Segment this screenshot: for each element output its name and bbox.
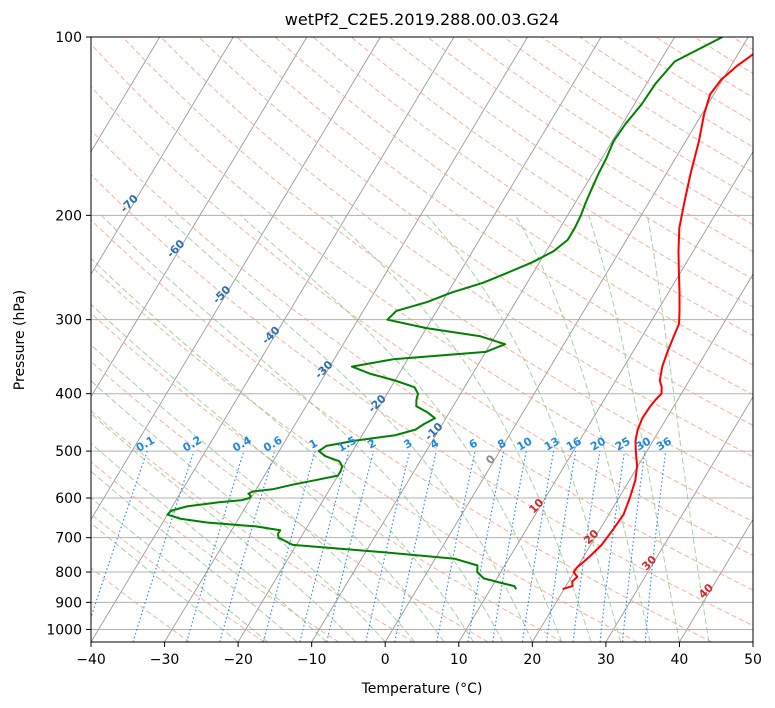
plot-frame	[90, 36, 754, 643]
moist-adiabat	[91, 344, 415, 642]
isotherm-line	[91, 37, 381, 521]
x-tick-label: 20	[523, 652, 541, 668]
mixing-ratio-line	[132, 450, 195, 642]
isotherm-line	[384, 37, 749, 642]
dry-adiabat	[91, 513, 265, 642]
y-tick-label: 900	[55, 595, 82, 611]
y-tick-label: 300	[55, 313, 82, 329]
dry-adiabat	[274, 37, 753, 366]
isotherm-line	[164, 37, 528, 642]
x-tick-label: −20	[223, 652, 253, 668]
mixing-ratio-line	[394, 450, 437, 642]
moist-adiabat	[91, 497, 268, 642]
moist-adiabat	[91, 522, 239, 642]
y-tick-label: 800	[55, 565, 82, 581]
dry-adiabat	[236, 37, 753, 396]
dry-adiabat	[91, 173, 753, 627]
moist-adiabat	[588, 215, 680, 642]
x-axis-title: Temperature (°C)	[361, 681, 483, 697]
mixing-ratio-line	[521, 451, 555, 642]
temperature-line	[562, 53, 753, 591]
isotherm-line	[679, 518, 753, 642]
dry-adiabat	[91, 461, 340, 642]
x-tick-label: 50	[744, 652, 762, 668]
mixing-ratio-line	[622, 451, 646, 642]
dewpoint-line	[166, 37, 723, 590]
moist-adiabat	[91, 412, 357, 642]
isotherm-line	[605, 395, 753, 642]
mixing-ratio-line	[365, 450, 411, 642]
moist-adiabat	[91, 470, 298, 642]
mixing-ratio-line	[299, 450, 350, 642]
mixing-ratio-line	[326, 450, 375, 642]
x-tick-label: −30	[150, 652, 180, 668]
mixing-ratio-line	[262, 450, 316, 642]
moist-adiabat	[91, 442, 327, 642]
dry-adiabat	[91, 410, 414, 642]
dry-adiabat	[122, 37, 753, 490]
dry-adiabat	[91, 129, 753, 591]
dry-adiabat	[91, 360, 489, 642]
y-axis: 100 200 300 400 500 600 700 800 900 1000	[46, 30, 91, 638]
isotherm-line	[91, 37, 455, 642]
y-tick-label: 400	[55, 387, 82, 403]
y-tick-label: 700	[55, 531, 82, 547]
isotherm-line	[91, 37, 161, 153]
y-tick-label: 500	[55, 444, 82, 460]
chart-title: wetPf2_C2E5.2019.288.00.03.G24	[285, 10, 559, 30]
mixing-ratio-line	[644, 451, 667, 642]
profile-lines	[166, 37, 753, 591]
x-tick-label: 40	[671, 652, 689, 668]
x-axis: −40 −30 −20 −10 0 10 20 30 40 50	[76, 642, 762, 668]
x-tick-label: −10	[297, 652, 327, 668]
y-tick-label: 200	[55, 208, 82, 224]
isotherm-line	[531, 273, 753, 642]
y-axis-title: Pressure (hPa)	[12, 290, 28, 390]
y-tick-label: 600	[55, 491, 82, 507]
isotherm-line	[91, 37, 308, 398]
x-tick-label: 30	[597, 652, 615, 668]
moist-adiabat	[426, 214, 622, 642]
mixing-ratio-line	[572, 451, 601, 642]
dry-adiabat	[91, 312, 563, 642]
dry-adiabat	[91, 219, 713, 642]
dry-adiabat	[91, 43, 753, 523]
dry-adiabat	[91, 86, 753, 557]
moist-adiabat	[646, 215, 710, 642]
dry-adiabat	[91, 265, 638, 642]
mixing-ratio-line	[599, 451, 626, 642]
mixing-ratio-line	[186, 450, 245, 642]
background-lines	[91, 37, 753, 642]
x-tick-label: −40	[76, 652, 106, 668]
moist-adiabat	[240, 214, 563, 642]
y-tick-label: 1000	[46, 622, 82, 638]
mixing-ratio-line	[546, 451, 577, 642]
x-tick-label: 10	[450, 652, 468, 668]
x-tick-label: 0	[381, 652, 390, 668]
isotherm-line	[237, 37, 602, 642]
y-tick-label: 100	[55, 30, 82, 46]
moist-adiabat	[91, 303, 445, 642]
moist-adiabat	[164, 214, 533, 642]
mixing-ratio-line	[219, 450, 276, 642]
moist-adiabat	[515, 215, 651, 642]
isotherm-line	[91, 37, 234, 276]
